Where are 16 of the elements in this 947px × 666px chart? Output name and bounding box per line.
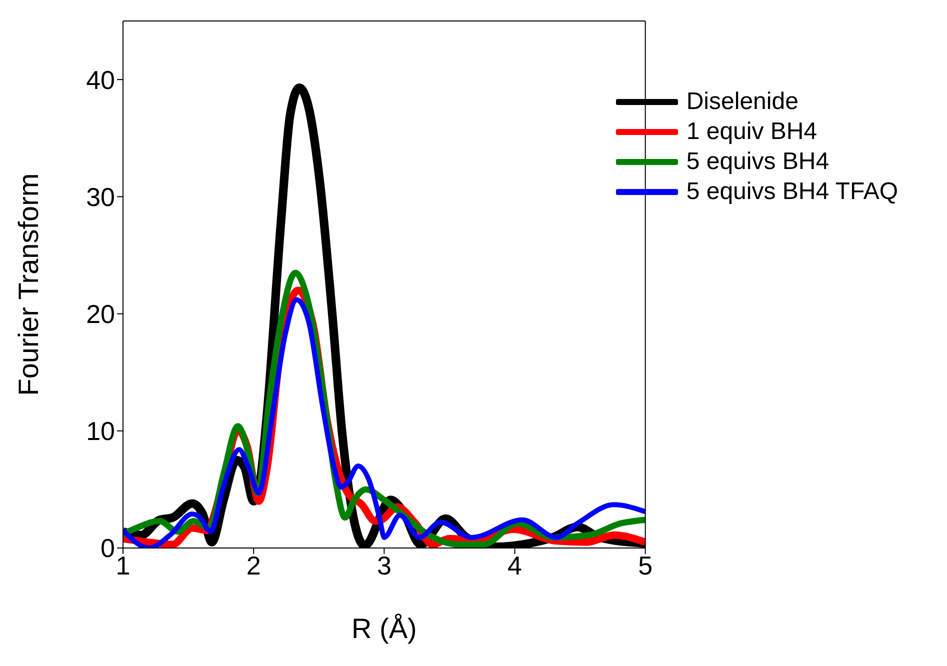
x-tick-label: 4: [508, 550, 522, 580]
y-tick-label: 10: [86, 416, 115, 446]
x-tick-label: 3: [376, 550, 392, 580]
legend-label: 5 equivs BH4: [686, 148, 830, 176]
y-tick-label: 20: [86, 299, 115, 330]
y-axis-title: Fourier Transform: [12, 173, 44, 396]
y-tick-label: 0: [100, 533, 115, 564]
x-tick-label: 2: [246, 550, 261, 580]
y-tick-label: 30: [86, 182, 115, 212]
x-axis-title: R (Å): [352, 613, 417, 644]
legend-label: Diselenide: [686, 88, 798, 116]
x-tick-label: 5: [638, 550, 653, 580]
legend-label: 1 equiv BH4: [686, 118, 818, 146]
y-tick-label: 40: [86, 64, 115, 95]
x-tick-label: 1: [116, 550, 130, 580]
legend-label: 5 equivs BH4 TFAQ: [686, 178, 898, 206]
